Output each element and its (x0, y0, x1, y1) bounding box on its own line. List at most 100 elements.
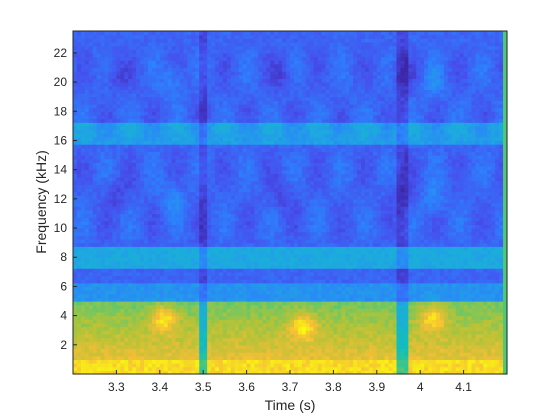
heatmap-cell (147, 213, 153, 218)
heatmap-cell (167, 286, 173, 291)
heatmap-cell (100, 176, 106, 182)
heatmap-cell (183, 341, 189, 346)
heatmap-cell (246, 82, 252, 87)
heatmap-cell (270, 286, 275, 291)
heatmap-cell (88, 235, 94, 240)
heatmap-cell (155, 206, 161, 211)
heatmap-cell (147, 359, 153, 364)
heatmap-cell (80, 147, 86, 153)
heatmap-cell (151, 63, 157, 69)
heatmap-cell (203, 224, 208, 229)
heatmap-cell (250, 253, 256, 258)
heatmap-cell (132, 144, 137, 149)
heatmap-cell (254, 286, 260, 291)
heatmap-cell (246, 129, 252, 134)
heatmap-cell (84, 34, 90, 39)
heatmap-cell (100, 122, 106, 127)
heatmap-cell (187, 133, 192, 138)
heatmap-cell (84, 238, 90, 244)
heatmap-cell (128, 158, 133, 163)
heatmap-cell (151, 114, 157, 120)
heatmap-cell (179, 330, 185, 335)
heatmap-cell (179, 352, 185, 357)
heatmap-cell (76, 213, 82, 218)
heatmap-cell (124, 282, 129, 288)
heatmap-cell (270, 228, 275, 233)
heatmap-cell (222, 31, 228, 36)
heatmap-cell (254, 133, 260, 138)
heatmap-cell (242, 144, 248, 149)
heatmap-cell (124, 315, 129, 320)
heatmap-cell (112, 103, 117, 109)
heatmap-cell (108, 311, 114, 317)
heatmap-cell (163, 217, 169, 222)
heatmap-cell (140, 341, 145, 346)
heatmap-cell (218, 56, 224, 61)
heatmap-cell (179, 41, 185, 47)
heatmap-cell (211, 238, 216, 244)
heatmap-cell (76, 341, 82, 346)
heatmap-cell (218, 315, 224, 320)
heatmap-cell (92, 308, 98, 313)
heatmap-cell (155, 344, 161, 350)
heatmap-cell (238, 333, 244, 339)
heatmap-cell (163, 213, 169, 218)
heatmap-cell (207, 293, 212, 298)
heatmap-cell (80, 180, 86, 185)
heatmap-cell (218, 213, 224, 218)
heatmap-cell (234, 330, 240, 335)
heatmap-cell (88, 290, 94, 295)
heatmap-cell (218, 249, 224, 255)
heatmap-cell (258, 279, 263, 284)
heatmap-cell (270, 206, 275, 211)
heatmap-cell (274, 136, 279, 142)
heatmap-cell (230, 100, 236, 105)
heatmap-cell (226, 348, 232, 353)
heatmap-cell (226, 217, 232, 222)
heatmap-cell (191, 166, 196, 171)
heatmap-cell (96, 322, 102, 328)
heatmap-cell (195, 67, 200, 72)
heatmap-cell (270, 118, 275, 123)
heatmap-cell (242, 286, 248, 291)
heatmap-cell (215, 111, 220, 116)
heatmap-cell (207, 136, 212, 142)
heatmap-cell (262, 293, 267, 298)
heatmap-cell (144, 198, 149, 204)
heatmap-cell (179, 348, 185, 353)
heatmap-cell (246, 38, 252, 43)
heatmap-cell (96, 344, 102, 350)
heatmap-cell (262, 180, 267, 185)
heatmap-cell (171, 38, 177, 43)
heatmap-cell (258, 195, 263, 200)
heatmap-cell (155, 180, 161, 185)
heatmap-cell (183, 268, 189, 273)
heatmap-cell (203, 282, 208, 288)
heatmap-cell (112, 78, 117, 83)
heatmap-cell (226, 34, 232, 39)
heatmap-cell (211, 78, 216, 83)
heatmap-cell (92, 93, 98, 98)
heatmap-cell (108, 191, 114, 196)
heatmap-cell (203, 297, 208, 302)
heatmap-cell (274, 271, 279, 277)
heatmap-cell (167, 125, 173, 131)
heatmap-cell (84, 162, 90, 167)
heatmap-cell (187, 136, 192, 142)
heatmap-cell (76, 271, 82, 277)
heatmap-cell (266, 249, 271, 255)
heatmap-cell (120, 60, 125, 65)
heatmap-cell (159, 151, 165, 156)
heatmap-cell (140, 107, 145, 112)
heatmap-cell (73, 370, 78, 375)
heatmap-cell (76, 38, 82, 43)
heatmap-cell (108, 118, 114, 123)
heatmap-cell (124, 125, 129, 131)
heatmap-cell (76, 279, 82, 284)
heatmap-cell (258, 125, 263, 131)
heatmap-cell (218, 100, 224, 105)
heatmap-cell (124, 158, 129, 163)
heatmap-cell (199, 242, 204, 247)
heatmap-cell (250, 344, 256, 350)
heatmap-cell (120, 195, 125, 200)
